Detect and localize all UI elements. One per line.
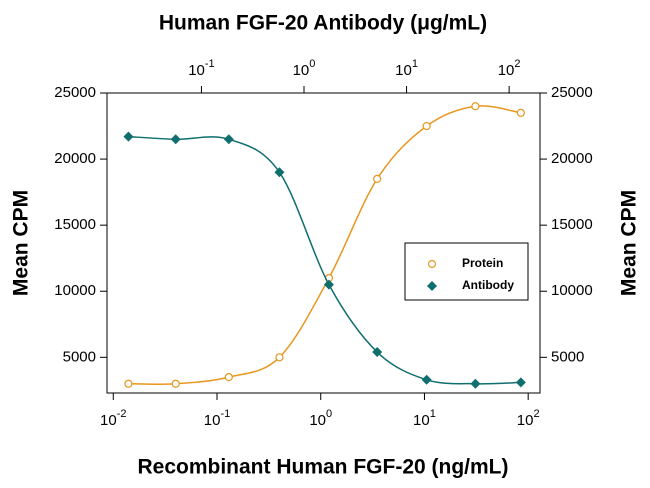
x-tick-label: 102: [517, 408, 540, 429]
y-tick-label: 20000: [54, 150, 96, 167]
y2-tick-label: 5000: [551, 348, 584, 365]
x-tick-label-base: 10: [413, 412, 430, 429]
legend-label: Protein: [462, 256, 503, 270]
circle-marker: [427, 259, 437, 269]
circle-marker: [224, 373, 233, 382]
x2-tick-label: 100: [293, 58, 316, 79]
x2-tick-label-base: 10: [188, 62, 205, 79]
y-axis-label: Mean CPM: [10, 190, 33, 296]
x-tick-label-exponent: 2: [533, 408, 539, 420]
y2-axis-label: Mean CPM: [618, 190, 641, 296]
x2-tick-label-base: 10: [395, 62, 412, 79]
diamond-marker: [170, 134, 181, 145]
x-tick-label: 10-2: [100, 408, 126, 429]
y2-tick-label: 20000: [551, 150, 593, 167]
legend-frame: [404, 242, 529, 301]
x-tick-label-exponent: -1: [220, 408, 230, 420]
plot-frame: [106, 92, 541, 394]
x2-tick-label-exponent: 0: [309, 58, 315, 70]
circle-marker: [373, 174, 382, 184]
legend: Protein Antibody: [404, 242, 529, 301]
diamond-marker: [421, 374, 432, 385]
fit-curve: [128, 135, 521, 385]
circle-marker: [422, 121, 431, 131]
x2-tick-label-base: 10: [498, 62, 515, 79]
y-tick-label: 25000: [54, 84, 96, 101]
x-tick-label: 101: [413, 408, 436, 429]
x-axis-label: Recombinant Human FGF-20 (ng/mL): [137, 456, 508, 479]
y2-tick-label: 15000: [551, 216, 593, 233]
circle-marker: [471, 102, 480, 111]
x-tick-label-exponent: -2: [117, 408, 127, 420]
x2-tick-label: 102: [498, 58, 521, 79]
x-tick-label-base: 10: [204, 412, 221, 429]
x2-tick-label-exponent: -1: [205, 58, 215, 70]
circle-marker: [171, 379, 180, 388]
x-tick-label: 10-1: [204, 408, 230, 429]
x-tick-label-exponent: 0: [326, 408, 332, 420]
circle-marker: [516, 108, 525, 117]
diamond-marker: [323, 279, 334, 290]
y2-tick-label: 25000: [551, 84, 593, 101]
diamond-marker: [470, 378, 481, 389]
y-tick-label: 10000: [54, 282, 96, 299]
x2-tick-label-base: 10: [293, 62, 310, 79]
y-tick-label: 5000: [63, 348, 96, 365]
x2-tick-label-exponent: 2: [514, 58, 520, 70]
x2-tick-label-exponent: 1: [412, 58, 418, 70]
diamond-marker: [515, 377, 526, 388]
y-tick-label: 15000: [54, 216, 96, 233]
y2-tick-label: 10000: [551, 282, 593, 299]
diamond-marker: [223, 134, 234, 145]
x2-tick-label: 10-1: [188, 58, 214, 79]
x-tick-label-base: 10: [517, 412, 534, 429]
diamond-marker: [372, 347, 383, 358]
x-tick-label-base: 10: [309, 412, 326, 429]
chart-title: Human FGF-20 Antibody (μg/mL): [159, 12, 487, 35]
diamond-marker: [123, 131, 134, 142]
x-tick-label: 100: [309, 408, 332, 429]
legend-label: Antibody: [462, 278, 514, 292]
diamond-marker: [274, 167, 285, 178]
circle-marker: [124, 379, 133, 388]
x-tick-label-base: 10: [100, 412, 117, 429]
circle-marker: [275, 353, 284, 362]
x-tick-label-exponent: 1: [430, 408, 436, 420]
diamond-marker: [427, 281, 437, 291]
x2-tick-label: 101: [395, 58, 418, 79]
